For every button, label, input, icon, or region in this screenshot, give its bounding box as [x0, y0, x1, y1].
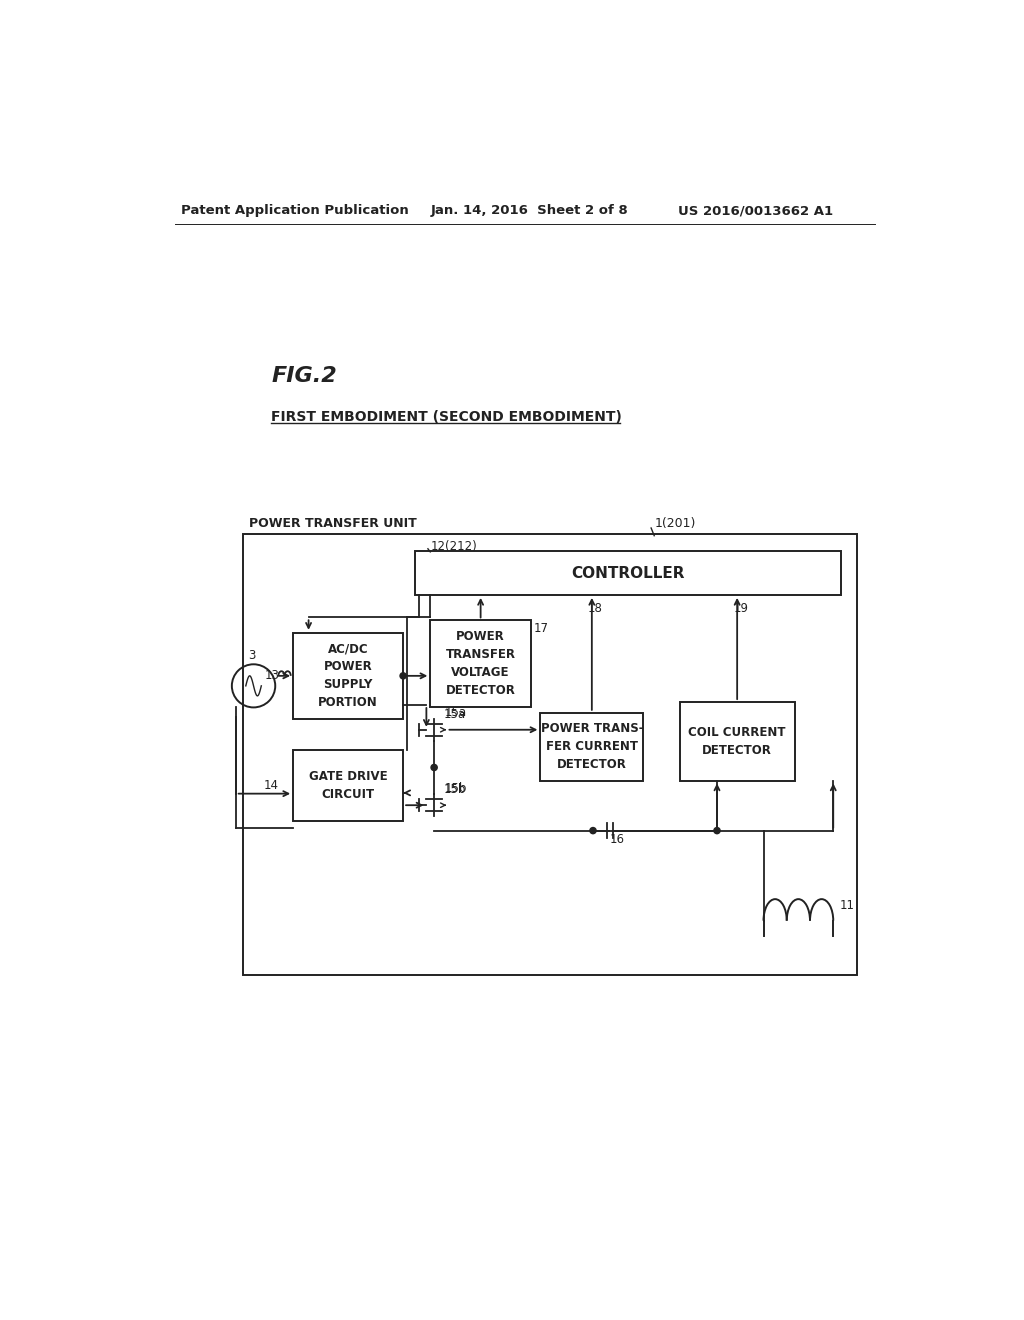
- Text: 15a: 15a: [445, 706, 467, 719]
- Text: FIG.2: FIG.2: [271, 366, 337, 385]
- Circle shape: [431, 764, 437, 771]
- Bar: [680, 702, 795, 780]
- Text: GATE DRIVE
CIRCUIT: GATE DRIVE CIRCUIT: [309, 770, 387, 801]
- Text: Jan. 14, 2016  Sheet 2 of 8: Jan. 14, 2016 Sheet 2 of 8: [430, 205, 628, 218]
- Bar: [415, 552, 841, 595]
- Text: 12(212): 12(212): [430, 540, 477, 553]
- Text: 16: 16: [610, 833, 625, 846]
- Circle shape: [714, 828, 720, 834]
- Text: Patent Application Publication: Patent Application Publication: [180, 205, 409, 218]
- Text: AC/DC
POWER
SUPPLY
PORTION: AC/DC POWER SUPPLY PORTION: [318, 643, 378, 709]
- Bar: [293, 632, 403, 719]
- Text: 14: 14: [264, 779, 280, 792]
- Text: 19: 19: [733, 602, 749, 615]
- Text: 15b: 15b: [445, 781, 467, 795]
- Text: 15b: 15b: [443, 783, 466, 796]
- Text: 13: 13: [264, 669, 280, 682]
- Bar: [293, 750, 403, 821]
- Text: COIL CURRENT
DETECTOR: COIL CURRENT DETECTOR: [688, 726, 785, 756]
- Text: POWER
TRANSFER
VOLTAGE
DETECTOR: POWER TRANSFER VOLTAGE DETECTOR: [445, 630, 516, 697]
- Bar: [430, 620, 531, 706]
- Bar: [541, 713, 643, 780]
- Text: FIRST EMBODIMENT (SECOND EMBODIMENT): FIRST EMBODIMENT (SECOND EMBODIMENT): [271, 411, 623, 424]
- Text: US 2016/0013662 A1: US 2016/0013662 A1: [678, 205, 834, 218]
- Circle shape: [400, 673, 407, 678]
- Text: 18: 18: [588, 602, 602, 615]
- Text: 3: 3: [248, 648, 256, 661]
- Text: 15a: 15a: [443, 708, 466, 721]
- Text: POWER TRANS-
FER CURRENT
DETECTOR: POWER TRANS- FER CURRENT DETECTOR: [541, 722, 643, 771]
- Text: 11: 11: [840, 899, 854, 912]
- Text: 17: 17: [535, 622, 549, 635]
- Text: CONTROLLER: CONTROLLER: [571, 565, 685, 581]
- Text: POWER TRANSFER UNIT: POWER TRANSFER UNIT: [249, 517, 417, 529]
- Text: 1(201): 1(201): [655, 517, 696, 529]
- Bar: [243, 535, 856, 974]
- Circle shape: [590, 828, 596, 834]
